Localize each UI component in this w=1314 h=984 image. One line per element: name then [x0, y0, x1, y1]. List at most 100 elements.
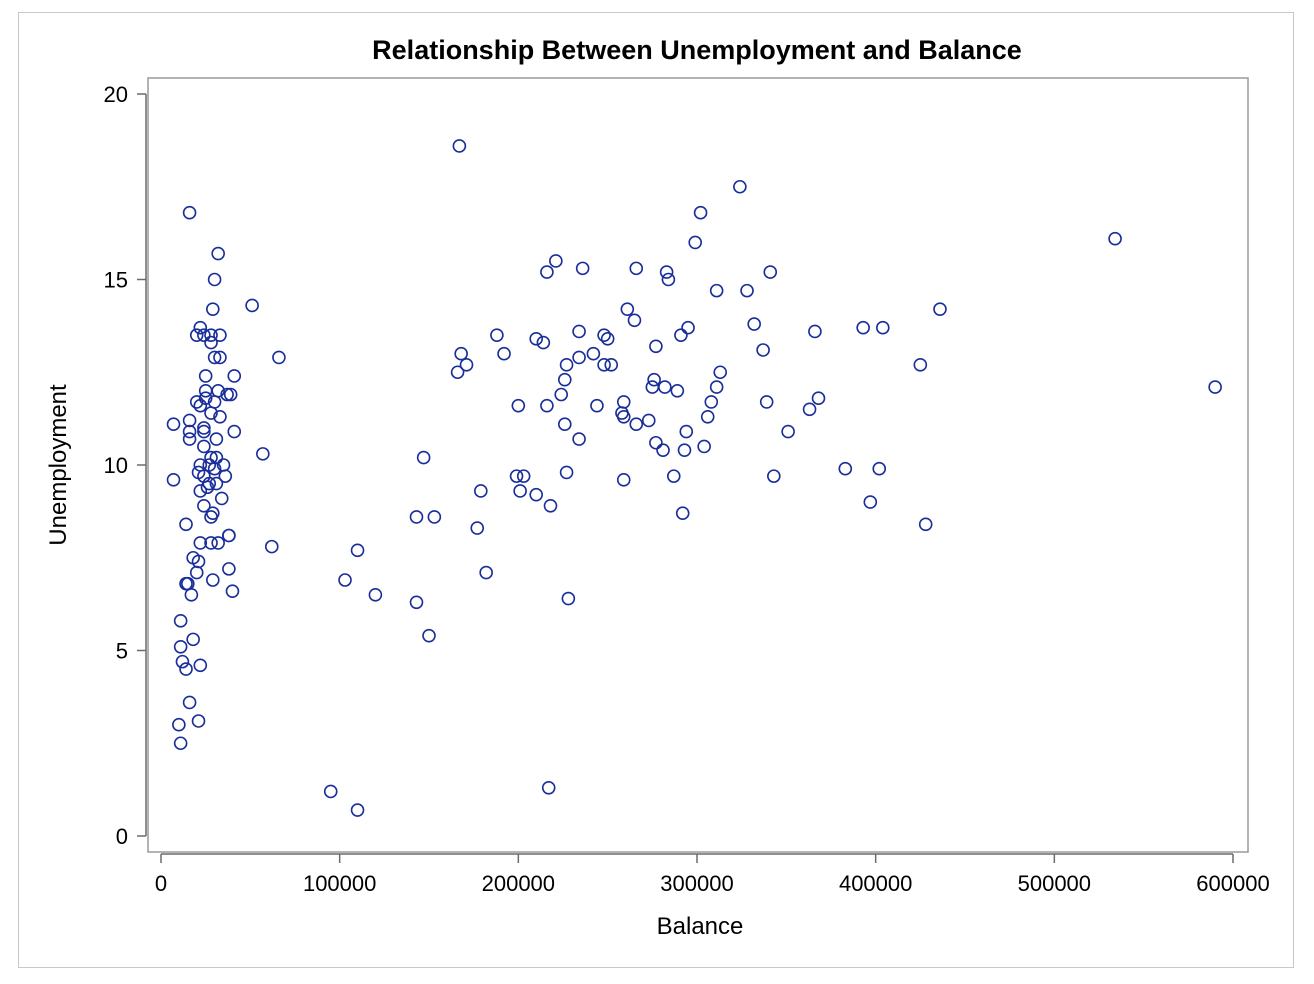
- data-point: [688, 235, 703, 250]
- x-tick-label: 400000: [839, 871, 912, 896]
- data-point: [173, 614, 188, 628]
- data-point: [554, 387, 569, 402]
- data-point: [1108, 231, 1122, 246]
- data-point: [223, 387, 238, 402]
- data-point: [173, 736, 188, 751]
- data-point: [191, 714, 206, 728]
- data-point: [616, 395, 631, 409]
- data-point: [616, 409, 631, 424]
- data-point: [193, 484, 208, 498]
- data-point: [222, 562, 236, 576]
- data-point: [559, 358, 574, 372]
- data-point: [543, 499, 558, 513]
- chart-frame: [18, 12, 1294, 968]
- data-point: [767, 469, 781, 483]
- data-point: [222, 528, 236, 543]
- data-point: [541, 780, 556, 795]
- data-point: [204, 510, 218, 524]
- data-point: [675, 506, 690, 521]
- y-tick-label: 0: [116, 824, 128, 849]
- data-point: [649, 435, 663, 450]
- data-point: [700, 409, 715, 424]
- data-point: [586, 346, 601, 361]
- data-point: [422, 628, 436, 643]
- data-point: [697, 439, 711, 454]
- data-point: [740, 283, 754, 298]
- data-point: [863, 495, 878, 509]
- data-point: [627, 313, 642, 328]
- data-point: [470, 521, 485, 535]
- data-point: [629, 261, 644, 276]
- data-point: [179, 517, 193, 532]
- data-point: [479, 565, 493, 580]
- y-tick-label: 5: [116, 639, 128, 664]
- data-point: [211, 536, 225, 550]
- data-point: [211, 246, 225, 261]
- data-point: [350, 543, 365, 558]
- data-point: [641, 413, 656, 428]
- data-point: [198, 369, 213, 383]
- data-point: [193, 398, 208, 413]
- data-point: [323, 784, 338, 799]
- data-point: [913, 358, 928, 372]
- x-tick-label: 200000: [482, 871, 555, 896]
- data-point: [213, 328, 227, 342]
- data-point: [808, 324, 822, 339]
- data-point: [182, 424, 197, 439]
- data-point: [450, 365, 465, 380]
- y-tick-label: 20: [104, 82, 128, 107]
- data-point: [409, 595, 424, 610]
- data-point: [529, 487, 544, 502]
- data-point: [173, 639, 188, 654]
- data-point: [709, 283, 724, 298]
- data-point: [559, 465, 574, 480]
- data-point: [218, 469, 233, 483]
- data-point: [172, 717, 186, 732]
- data-point: [204, 406, 218, 420]
- data-point: [350, 803, 365, 817]
- y-tick-label: 10: [104, 453, 128, 478]
- data-point: [220, 387, 234, 402]
- data-point: [759, 395, 774, 409]
- data-point: [876, 320, 890, 335]
- data-point: [209, 432, 224, 446]
- data-point: [227, 369, 242, 383]
- data-point: [245, 298, 259, 313]
- data-point: [204, 335, 218, 350]
- data-point: [709, 380, 724, 394]
- data-point: [511, 398, 526, 413]
- x-tick-label: 0: [155, 871, 167, 896]
- data-point: [802, 402, 817, 417]
- data-point: [200, 480, 215, 495]
- data-point: [616, 473, 631, 487]
- data-point: [513, 484, 527, 498]
- data-point: [645, 380, 660, 394]
- data-point: [600, 332, 615, 346]
- data-point: [214, 491, 229, 506]
- data-point: [838, 461, 853, 476]
- data-point: [763, 265, 778, 279]
- data-point: [572, 324, 586, 339]
- data-point: [459, 358, 474, 372]
- data-point: [182, 695, 197, 710]
- data-point: [1208, 380, 1222, 394]
- data-point: [184, 588, 199, 602]
- data-point: [182, 205, 197, 220]
- data-point: [189, 395, 204, 409]
- data-point: [197, 424, 211, 439]
- data-point: [338, 573, 352, 587]
- data-point: [227, 424, 242, 439]
- data-point: [681, 320, 695, 335]
- data-point: [509, 469, 524, 483]
- y-axis: 0 5 10 15 20: [104, 82, 147, 849]
- data-point: [674, 328, 688, 342]
- data-point: [620, 302, 635, 316]
- data-point: [197, 499, 211, 513]
- data-point: [670, 383, 685, 398]
- data-point: [206, 302, 220, 316]
- data-point: [197, 421, 211, 435]
- data-point: [179, 662, 193, 676]
- data-point: [756, 343, 770, 357]
- data-point: [186, 632, 200, 647]
